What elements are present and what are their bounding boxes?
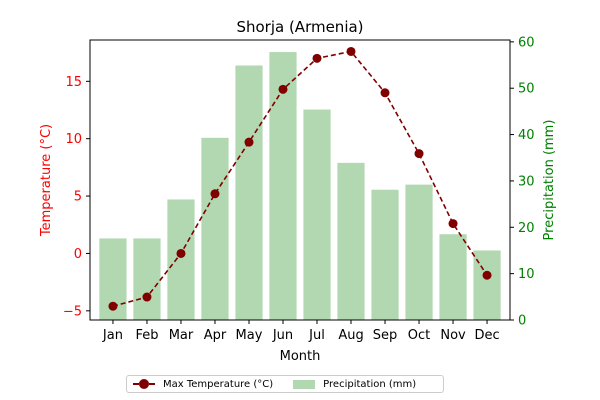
right-y-tick-label: 40 [518,128,535,143]
precip-bar-mar [167,199,195,320]
temperature-line [108,46,492,311]
precip-bar-aug [337,162,365,320]
x-axis: Jan Feb Mar Apr May Jun Jul Aug Sep Oct Nov Dec [102,320,500,343]
chart-title: Shorja (Armenia) [236,18,363,36]
precip-bar-jul [303,109,331,320]
legend-label-temperature: Max Temperature (°C) [163,378,274,390]
temp-point-dec [482,270,492,280]
legend-item-precipitation: Precipitation (mm) [293,379,416,390]
legend-bar-swatch [293,379,316,389]
right-y-tick-label: 60 [518,35,535,50]
x-axis-label: Month [280,349,321,364]
x-tick-label: Jun [272,328,293,343]
precip-bar-may [235,65,263,320]
temp-point-apr [210,189,220,199]
x-tick-label: Feb [135,328,158,343]
precip-bar-apr [201,137,229,320]
left-y-axis-label: Temperature (°C) [39,124,54,237]
right-y-tick-label: 10 [518,267,535,282]
precipitation-bars [99,52,501,320]
temp-point-oct [414,149,424,159]
x-tick-label: Apr [204,328,227,343]
temp-point-may [244,137,254,147]
temp-point-sep [380,88,390,98]
precip-bar-nov [439,234,467,320]
x-tick-label: Dec [474,328,499,343]
temperature-series-line [112,50,488,308]
right-y-tick-label: 20 [518,221,535,236]
temp-point-feb [142,292,152,302]
legend-item-temperature: Max Temperature (°C) [133,379,273,390]
temp-point-mar [176,248,186,258]
left-y-tick-label: −5 [63,304,82,319]
left-y-tick-label: 10 [65,132,82,147]
precip-bar-jun [269,52,297,320]
x-tick-label: Sep [373,328,398,343]
x-tick-label: Aug [338,328,363,343]
precip-bar-sep [371,189,399,320]
legend-label-precipitation: Precipitation (mm) [323,378,417,390]
right-y-tick-label: 50 [518,82,535,97]
temp-point-jan [108,301,118,311]
right-y-tick-label: 0 [518,314,526,329]
x-tick-label: Nov [440,328,466,343]
legend-line-swatch [133,379,155,389]
x-tick-label: May [236,328,263,343]
precip-bar-oct [405,184,433,320]
right-y-axis: 0 10 20 30 40 50 60 [510,35,535,329]
x-tick-label: Jul [308,328,325,343]
left-y-tick-label: 5 [74,190,82,205]
left-y-axis: −5 0 5 10 15 [63,75,90,319]
left-y-tick-label: 0 [74,247,82,262]
precip-bar-feb [133,238,161,320]
right-y-axis-label: Precipitation (mm) [542,120,557,241]
x-tick-label: Mar [169,328,194,343]
x-tick-label: Jan [102,328,123,343]
plot-frame [89,39,511,321]
right-y-tick-label: 30 [518,174,535,189]
legend: Max Temperature (°C) Precipitation (mm) [126,375,444,393]
temp-point-jul [312,53,322,63]
left-y-tick-label: 15 [65,75,82,90]
temp-point-aug [346,46,356,56]
x-tick-label: Oct [408,328,430,343]
temp-point-jun [278,84,288,94]
temp-point-nov [448,219,458,229]
